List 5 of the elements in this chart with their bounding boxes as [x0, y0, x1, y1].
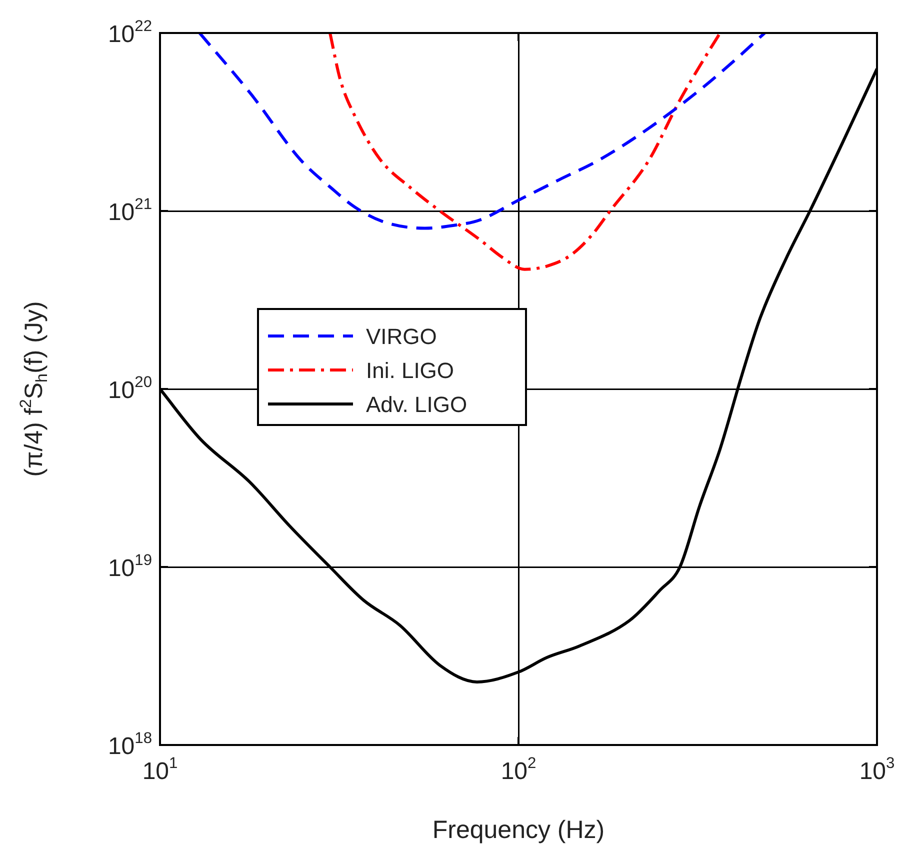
- legend-label: VIRGO: [366, 324, 437, 349]
- legend-label: Adv. LIGO: [366, 392, 468, 417]
- legend-label: Ini. LIGO: [366, 358, 454, 383]
- x-axis-title: Frequency (Hz): [432, 816, 605, 844]
- y-axis-title: (π/4) f2Sh(f) (Jy): [16, 301, 51, 477]
